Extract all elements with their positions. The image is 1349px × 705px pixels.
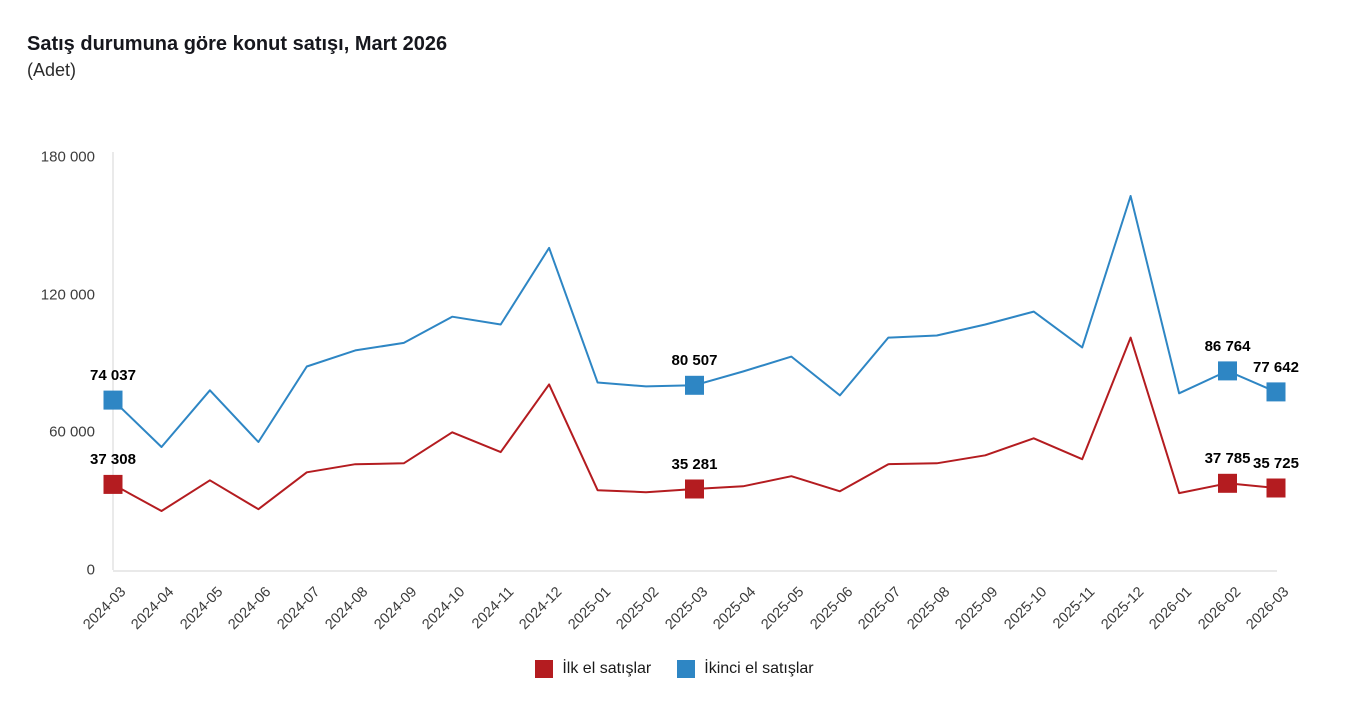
data-point-label: 37 308 [90, 451, 136, 469]
data-point-marker [1218, 473, 1237, 493]
data-point-marker [685, 479, 704, 499]
chart-subtitle: (Adet) [27, 60, 77, 80]
data-point-label: 86 764 [1204, 337, 1251, 355]
chart-legend: İlk el satışlar İkinci el satışlar [0, 660, 1349, 678]
data-point-label: 80 507 [671, 352, 718, 370]
data-point-marker [1218, 361, 1237, 381]
data-point-label: 74 037 [90, 367, 136, 385]
data-point-marker [103, 390, 123, 410]
data-point-marker [685, 375, 704, 395]
chart-canvas [103, 152, 1286, 572]
y-axis-tick-label: 180 000 [40, 148, 95, 166]
data-point-label: 35 281 [671, 456, 718, 474]
y-axis-tick-label: 0 [86, 561, 95, 579]
y-axis-tick-label: 60 000 [49, 423, 95, 441]
legend-label-ikinci-el: İkinci el satışlar [704, 660, 814, 677]
data-point-marker [103, 474, 123, 494]
legend-swatch-red [535, 660, 554, 678]
legend-swatch-blue [677, 660, 696, 678]
legend-label-ilk-el: İlk el satışlar [562, 660, 652, 677]
chart-title: Satış durumuna göre konut satışı, Mart 2… [27, 33, 448, 55]
y-axis-tick-label: 120 000 [40, 286, 95, 304]
data-point-label: 77 642 [1253, 358, 1299, 376]
data-point-label: 35 725 [1253, 455, 1299, 473]
legend-item-ikinci-el-satislar[interactable]: İkinci el satışlar [677, 660, 814, 678]
data-point-marker [1266, 382, 1286, 402]
legend-item-ilk-el-satislar[interactable]: İlk el satışlar [535, 660, 651, 678]
data-point-marker [1266, 478, 1286, 498]
data-point-label: 37 785 [1204, 450, 1251, 468]
